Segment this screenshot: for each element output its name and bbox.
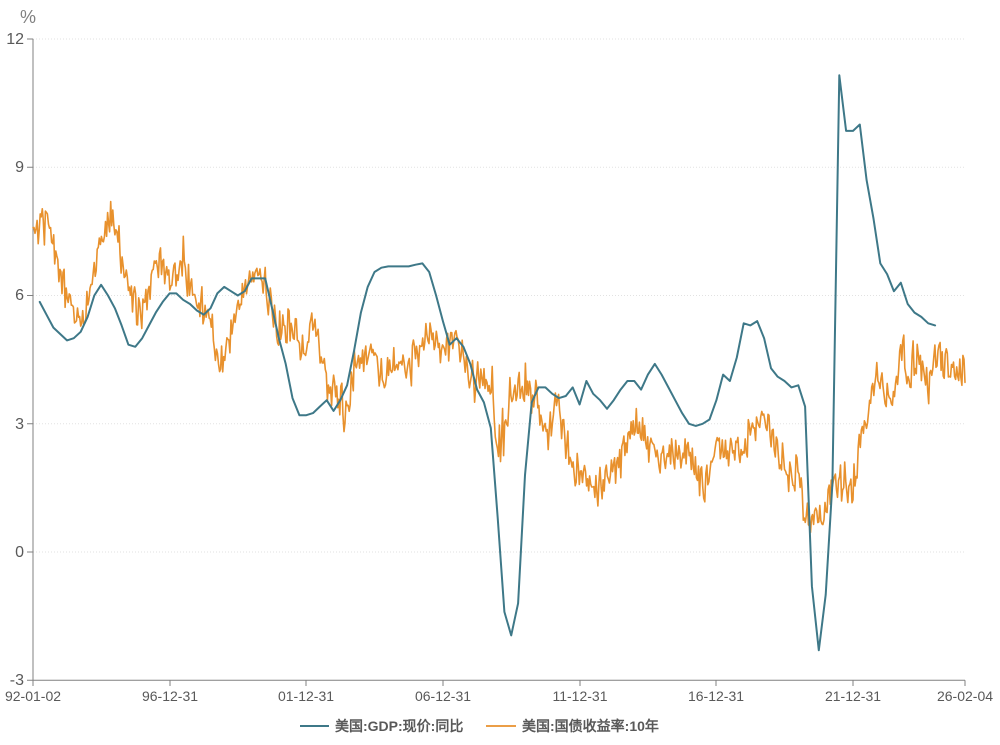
svg-text:06-12-31: 06-12-31 xyxy=(415,688,471,704)
svg-text:11-12-31: 11-12-31 xyxy=(552,688,607,704)
svg-text:96-12-31: 96-12-31 xyxy=(142,688,198,704)
svg-text:%: % xyxy=(20,7,36,27)
svg-text:6: 6 xyxy=(15,287,24,304)
svg-text:0: 0 xyxy=(15,544,24,561)
svg-text:26-02-04: 26-02-04 xyxy=(937,688,993,704)
svg-text:12: 12 xyxy=(6,31,24,48)
svg-text:3: 3 xyxy=(15,416,24,433)
svg-text:9: 9 xyxy=(15,159,24,176)
svg-text:美国:国债收益率:10年: 美国:国债收益率:10年 xyxy=(522,718,659,734)
svg-text:01-12-31: 01-12-31 xyxy=(278,688,334,704)
svg-text:92-01-02: 92-01-02 xyxy=(5,688,61,704)
svg-text:16-12-31: 16-12-31 xyxy=(688,688,744,704)
svg-text:21-12-31: 21-12-31 xyxy=(825,688,881,704)
svg-text:美国:GDP:现价:同比: 美国:GDP:现价:同比 xyxy=(335,718,463,734)
svg-text:-3: -3 xyxy=(10,672,24,689)
